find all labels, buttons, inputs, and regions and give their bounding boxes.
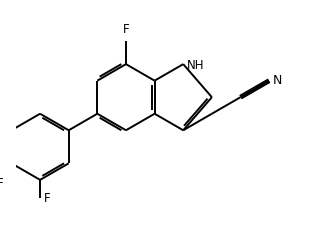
- Text: F: F: [44, 192, 51, 204]
- Text: N: N: [273, 74, 283, 87]
- Text: NH: NH: [187, 59, 205, 72]
- Text: F: F: [123, 23, 129, 36]
- Text: F: F: [0, 177, 4, 190]
